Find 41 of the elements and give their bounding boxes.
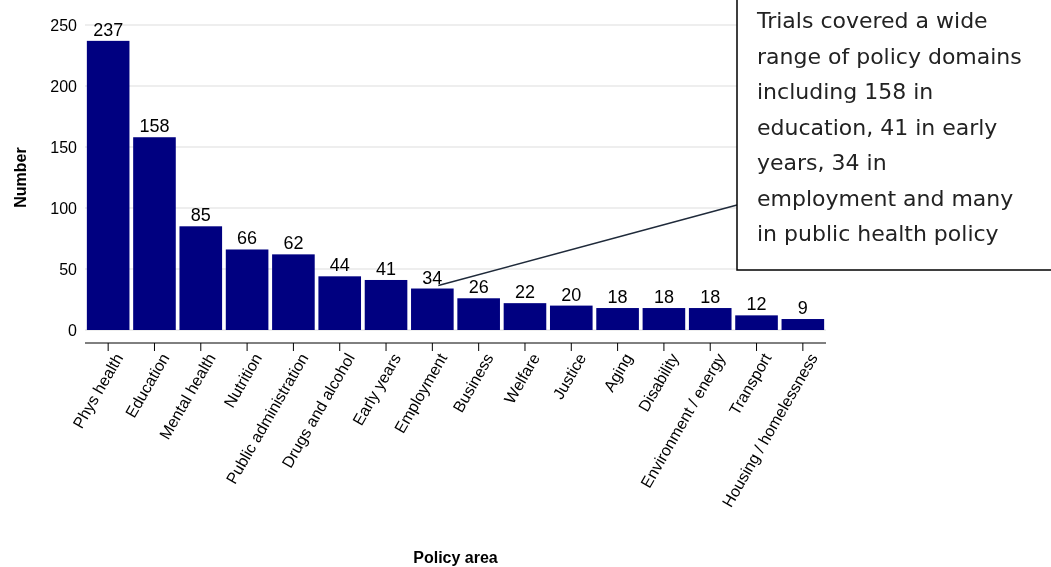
bar (364, 279, 408, 330)
y-axis-title: Number (12, 147, 29, 208)
bar (735, 315, 778, 330)
bar (549, 305, 593, 330)
bar (179, 226, 223, 330)
data-label: 41 (376, 258, 397, 279)
bar (642, 308, 686, 330)
data-label: 9 (797, 298, 808, 319)
annotation: Trials covered a wide range of policy domains including 158 in education, 41 in early years, 34 in employment and many in public health policy (756, 8, 1022, 246)
y-tick-label: 50 (59, 260, 78, 278)
data-label: 12 (746, 294, 767, 315)
data-label: 85 (190, 205, 211, 226)
bar (225, 249, 269, 330)
x-axis-title: Policy area (413, 549, 498, 566)
bar (133, 137, 176, 330)
data-label: 62 (283, 233, 304, 254)
data-label: 20 (561, 284, 582, 305)
y-tick-label: 150 (50, 138, 78, 156)
bar (318, 276, 362, 330)
data-label: 34 (422, 267, 443, 288)
bar (86, 40, 130, 330)
y-tick-label: 200 (50, 77, 78, 95)
bar (503, 303, 547, 330)
bar (457, 298, 500, 330)
data-label: 158 (139, 116, 170, 137)
bar (272, 254, 315, 330)
y-tick-label: 100 (50, 199, 78, 217)
y-tick-label: 0 (68, 321, 78, 339)
data-label: 22 (514, 282, 535, 303)
bar (411, 288, 454, 330)
y-tick-label: 250 (50, 16, 78, 34)
bar (781, 319, 825, 330)
data-label: 66 (237, 228, 258, 249)
bar (596, 308, 639, 330)
data-label: 18 (653, 287, 674, 308)
bar (688, 308, 732, 330)
data-label: 44 (329, 255, 350, 276)
data-label: 18 (607, 287, 628, 308)
data-label: 18 (700, 287, 721, 308)
data-label: 237 (93, 19, 124, 40)
data-label: 26 (468, 277, 489, 298)
